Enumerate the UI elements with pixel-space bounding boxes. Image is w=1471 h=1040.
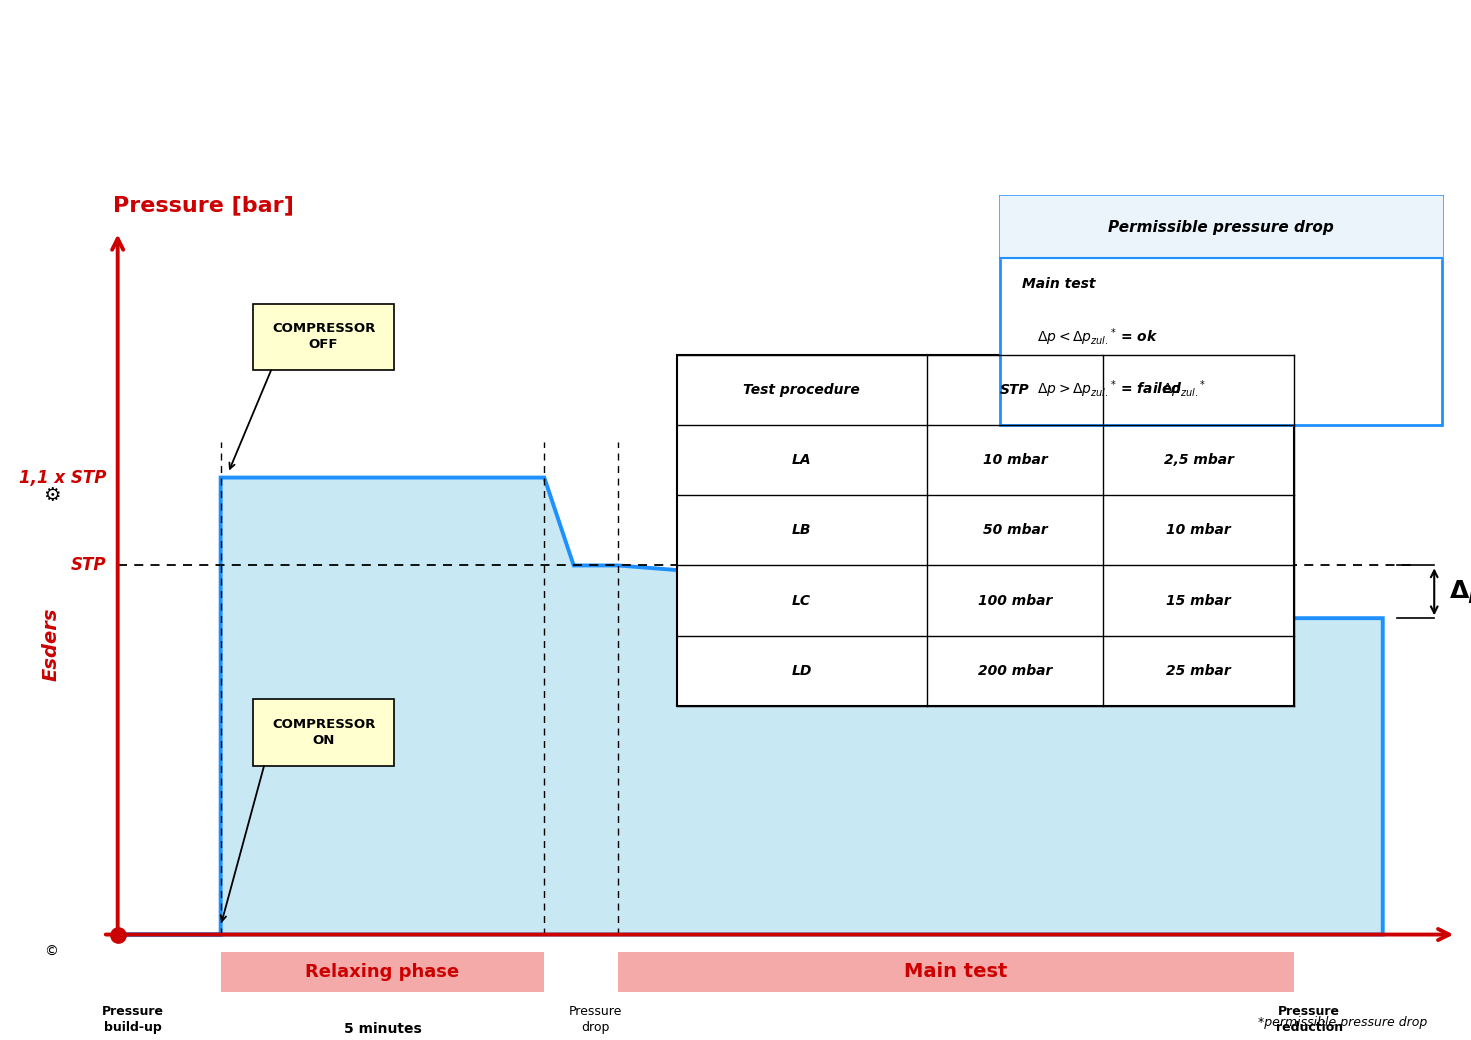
Text: LC: LC — [793, 594, 811, 607]
Bar — [221, 953, 544, 992]
Text: 100 mbar: 100 mbar — [978, 594, 1052, 607]
Text: 10 mbar: 10 mbar — [983, 453, 1047, 467]
FancyBboxPatch shape — [1000, 197, 1442, 424]
Text: COMPRESSOR
OFF: COMPRESSOR OFF — [272, 322, 375, 352]
Text: $\Delta p_{zul.}$$^{*}$: $\Delta p_{zul.}$$^{*}$ — [1162, 379, 1206, 400]
Text: Wastewater Procedure Air: Wastewater Procedure Air — [510, 114, 961, 144]
Text: 10 mbar: 10 mbar — [1167, 523, 1231, 538]
Text: ⚙: ⚙ — [43, 486, 60, 504]
Text: Main test: Main test — [905, 962, 1008, 982]
Text: Leak Test EN 1610: Leak Test EN 1610 — [363, 19, 1108, 87]
Text: 200 mbar: 200 mbar — [978, 664, 1052, 678]
Text: Test procedure: Test procedure — [743, 383, 861, 396]
FancyBboxPatch shape — [253, 699, 394, 765]
Text: 50 mbar: 50 mbar — [983, 523, 1047, 538]
Text: STP: STP — [71, 556, 106, 574]
Text: $\mathbf{\Delta}$$\boldsymbol{p}$: $\mathbf{\Delta}$$\boldsymbol{p}$ — [1449, 578, 1471, 605]
Text: $\Delta p > \Delta p_{zul.}$$^{*}$ = failed: $\Delta p > \Delta p_{zul.}$$^{*}$ = fai… — [1037, 379, 1183, 400]
Text: 15 mbar: 15 mbar — [1167, 594, 1231, 607]
Text: STP: STP — [1000, 383, 1030, 396]
Text: Relaxing phase: Relaxing phase — [306, 963, 459, 981]
Bar — [618, 953, 1294, 992]
Text: Esders: Esders — [43, 607, 60, 681]
Text: 5 minutes: 5 minutes — [344, 1022, 421, 1037]
Text: Main test: Main test — [1022, 278, 1096, 291]
Text: Pressure
drop: Pressure drop — [569, 1005, 622, 1034]
FancyBboxPatch shape — [253, 304, 394, 370]
Text: 25 mbar: 25 mbar — [1167, 664, 1231, 678]
Text: LD: LD — [791, 664, 812, 678]
Text: Pressure
reduction: Pressure reduction — [1275, 1005, 1343, 1034]
FancyBboxPatch shape — [677, 355, 1294, 706]
Text: ©: © — [44, 945, 59, 959]
Text: 1,1 x STP: 1,1 x STP — [19, 469, 106, 487]
Text: LA: LA — [791, 453, 812, 467]
Text: *permissible pressure drop: *permissible pressure drop — [1258, 1016, 1427, 1029]
Text: 2,5 mbar: 2,5 mbar — [1164, 453, 1234, 467]
Text: $\Delta p < \Delta p_{zul.}$$^{*}$ = ok: $\Delta p < \Delta p_{zul.}$$^{*}$ = ok — [1037, 327, 1158, 347]
Text: Pressure
build-up: Pressure build-up — [101, 1005, 163, 1034]
Text: Pressure [bar]: Pressure [bar] — [113, 196, 294, 215]
Text: Permissible pressure drop: Permissible pressure drop — [1108, 219, 1334, 235]
Text: COMPRESSOR
ON: COMPRESSOR ON — [272, 718, 375, 747]
Polygon shape — [118, 477, 1383, 935]
Text: LB: LB — [791, 523, 812, 538]
